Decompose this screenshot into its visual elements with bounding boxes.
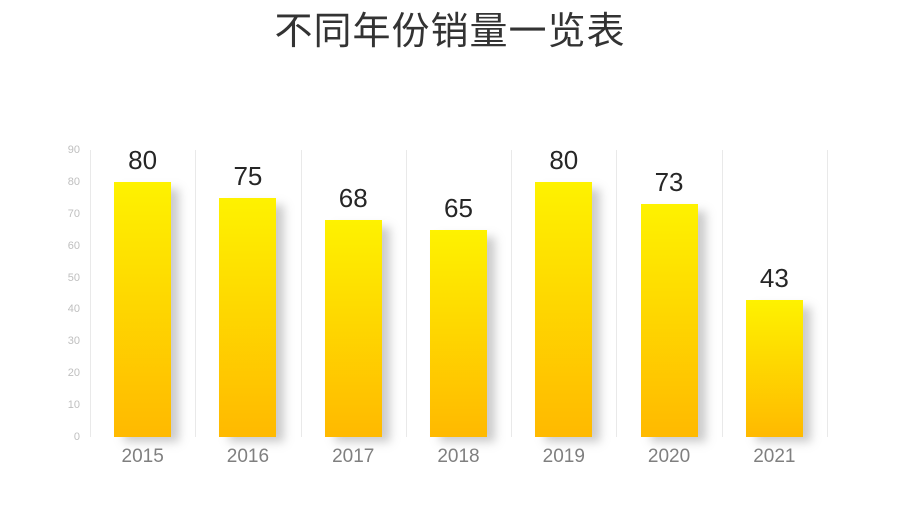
y-tick-label: 40 — [67, 303, 80, 316]
bar-2020 — [640, 204, 698, 437]
bar-2019 — [535, 181, 593, 437]
y-tick-label: 10 — [67, 399, 80, 412]
bar-value-label: 80 — [549, 144, 579, 175]
bar-2017 — [324, 220, 382, 437]
vertical-gridline — [616, 150, 618, 437]
vertical-gridline — [195, 150, 197, 437]
vertical-gridline — [405, 150, 407, 437]
x-axis-label: 2017 — [332, 446, 375, 467]
y-tick-label: 90 — [67, 144, 80, 156]
y-tick-label: 70 — [67, 207, 80, 220]
x-axis-label: 2020 — [647, 446, 691, 467]
vertical-gridline — [721, 150, 723, 437]
vertical-gridline — [511, 150, 513, 437]
x-axis-label: 2015 — [121, 446, 164, 467]
y-tick-label: 0 — [73, 431, 80, 443]
bar-value-label: 75 — [233, 160, 263, 191]
bar-value-label: 68 — [338, 183, 368, 214]
x-axis-label: 2021 — [753, 446, 796, 467]
vertical-gridline — [827, 150, 828, 437]
bar-2016 — [219, 197, 277, 437]
y-tick-label: 80 — [67, 175, 80, 188]
bar-value-label: 80 — [128, 144, 158, 175]
y-tick-label: 30 — [67, 335, 80, 348]
x-axis-label: 2018 — [437, 446, 480, 467]
vertical-gridline — [90, 150, 91, 437]
bar-2018 — [430, 229, 487, 437]
bar-value-label: 65 — [444, 192, 473, 223]
y-tick-label: 50 — [67, 271, 80, 284]
bar-2021 — [745, 299, 803, 437]
bar-value-label: 43 — [759, 262, 789, 293]
x-axis-label: 2019 — [542, 446, 585, 467]
vertical-gridline — [300, 150, 302, 437]
x-axis-label: 2016 — [226, 446, 270, 467]
bar-2015 — [114, 181, 172, 437]
bar-value-label: 73 — [654, 167, 684, 198]
chart-title: 不同年份销量一览表 — [274, 11, 626, 53]
y-tick-label: 60 — [67, 239, 80, 252]
y-tick-label: 20 — [67, 367, 80, 380]
